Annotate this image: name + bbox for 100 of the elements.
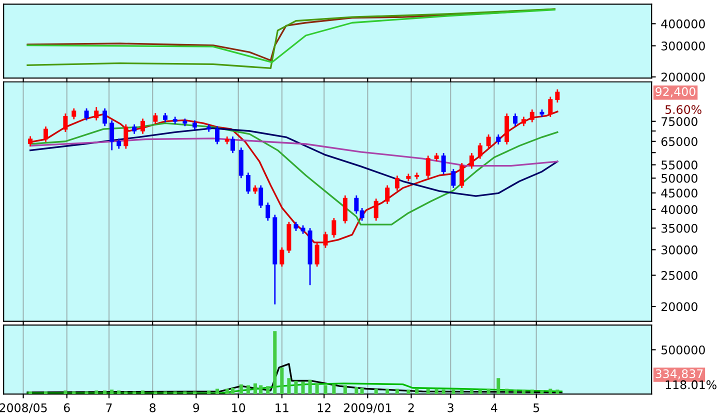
- bar: [173, 391, 177, 394]
- bar: [343, 385, 347, 394]
- x-tick-label: 5: [533, 403, 540, 412]
- bar: [216, 388, 220, 394]
- candlestick: [323, 231, 328, 249]
- x-tick-label: 8: [150, 403, 156, 412]
- candlestick: [451, 168, 456, 189]
- candlestick: [192, 120, 198, 131]
- candlestick: [374, 198, 378, 222]
- candlestick: [314, 242, 320, 268]
- bar: [406, 390, 410, 394]
- bar: [294, 380, 298, 394]
- bar: [28, 391, 32, 394]
- x-tick-label: 2009/01: [344, 403, 392, 414]
- candlestick: [63, 112, 68, 133]
- candlestick: [548, 96, 553, 118]
- x-tick-label: 6: [64, 403, 70, 412]
- bar: [246, 385, 250, 394]
- bar: [94, 390, 98, 394]
- bar: [540, 390, 544, 394]
- line-series: [29, 122, 558, 226]
- x-tick-label: 10: [232, 403, 246, 412]
- text: 5.60%: [665, 105, 702, 114]
- y-tick-label: 400000: [661, 19, 705, 28]
- y-tick-label: 35000: [662, 224, 698, 233]
- candlestick: [486, 134, 491, 150]
- bar: [530, 390, 534, 394]
- text: 92,400: [656, 87, 696, 98]
- candlestick: [102, 108, 108, 127]
- bar: [230, 388, 234, 394]
- bar: [460, 390, 464, 394]
- candlestick: [280, 246, 284, 268]
- candlestick: [513, 112, 518, 127]
- bar: [110, 390, 114, 394]
- candlestick: [394, 174, 400, 192]
- y-tick-label: 55000: [662, 160, 698, 170]
- bar: [183, 391, 187, 394]
- x-tick-label: 11: [276, 403, 288, 412]
- bar: [426, 388, 430, 394]
- bar: [556, 390, 560, 394]
- bar: [301, 382, 305, 394]
- candlestick: [163, 112, 168, 123]
- bar: [332, 384, 336, 394]
- candlestick: [258, 184, 264, 209]
- candlestick: [521, 116, 526, 127]
- bar: [163, 391, 168, 394]
- x-tick-label: 12: [318, 403, 330, 412]
- bar: [374, 388, 378, 394]
- candlestick: [132, 124, 137, 135]
- bar: [442, 390, 446, 394]
- bar: [266, 386, 270, 394]
- candlestick: [110, 120, 114, 151]
- candlestick: [116, 138, 122, 150]
- bar: [315, 383, 319, 394]
- candlestick: [294, 221, 298, 232]
- bar: [117, 390, 121, 394]
- bar: [287, 378, 291, 394]
- bar: [415, 388, 419, 394]
- bar: [354, 386, 358, 394]
- candlestick: [44, 126, 48, 143]
- bar: [273, 331, 277, 394]
- candlestick: [246, 172, 250, 195]
- bar: [434, 388, 438, 394]
- candlestick: [469, 152, 474, 170]
- y-tick-label: 75000: [662, 117, 698, 126]
- bar: [44, 391, 48, 394]
- y-tick-label: 25000: [661, 270, 698, 280]
- bar: [386, 388, 390, 394]
- candlestick: [140, 118, 146, 135]
- bar: [225, 388, 229, 394]
- y-tick-label: 500000: [662, 345, 705, 354]
- bar: [207, 390, 211, 394]
- y-tick-label: 40000: [661, 205, 698, 214]
- bar: [452, 388, 456, 394]
- x-tick-label: 9: [193, 403, 200, 412]
- candlestick: [72, 108, 76, 120]
- candlestick: [342, 194, 348, 224]
- candlestick: [215, 126, 220, 145]
- bar: [548, 388, 552, 394]
- bar: [486, 388, 490, 394]
- y-tick-label: 30000: [662, 245, 698, 254]
- bar: [132, 391, 136, 394]
- candlestick: [460, 162, 464, 189]
- line-series: [29, 138, 558, 167]
- bar: [513, 390, 518, 394]
- x-tick-label: 2008/05: [0, 403, 47, 414]
- x-tick-label: 3: [448, 403, 454, 412]
- y-tick-label: 20000: [661, 302, 698, 312]
- candlestick: [332, 217, 336, 238]
- x-tick-label: 4: [490, 403, 498, 412]
- candlestick: [426, 154, 430, 179]
- bar: [124, 391, 128, 394]
- bar: [522, 390, 526, 394]
- bar: [103, 390, 107, 394]
- bar: [496, 378, 500, 394]
- x-tick-label: 7: [106, 403, 112, 412]
- candlestick: [230, 136, 235, 154]
- bar: [239, 384, 243, 394]
- bar: [84, 391, 88, 394]
- candlestick: [124, 124, 128, 150]
